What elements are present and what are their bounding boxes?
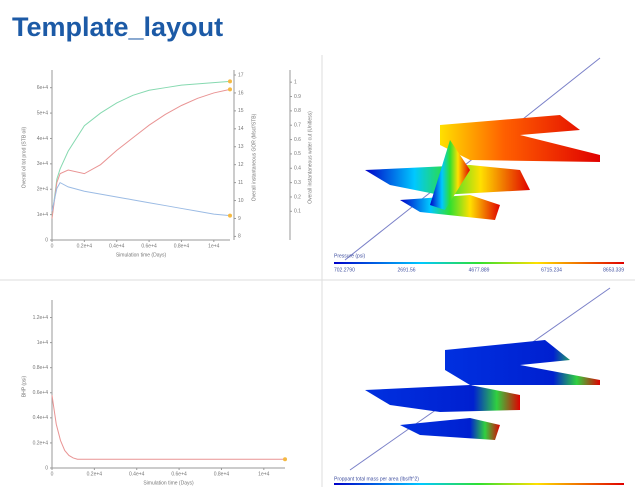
series-line xyxy=(51,88,231,219)
colorbar-label: 4677.889 xyxy=(469,267,490,273)
x-tick-label: 0.8e+4 xyxy=(214,471,230,477)
colorbar-label: 8653.339 xyxy=(603,267,624,273)
3d-view-bottom xyxy=(334,287,624,485)
series-line xyxy=(51,80,231,218)
colorbar-title: Pressure (psi) xyxy=(334,253,365,259)
y-tick-label: 0.6e+4 xyxy=(33,390,49,396)
y2-tick-label: 15 xyxy=(238,108,244,114)
end-marker xyxy=(228,79,232,84)
y-tick-label: 0 xyxy=(45,237,48,243)
y2-tick-label: 13 xyxy=(238,144,244,150)
y2-tick-label: 8 xyxy=(238,234,241,240)
y2-tick-label: 11 xyxy=(238,180,243,186)
x-tick-label: 0.6e+4 xyxy=(141,243,157,249)
colorbar-label: 2691.56 xyxy=(397,267,415,273)
x-tick-label: 0.2e+4 xyxy=(87,471,103,477)
y3-tick-label: 0.1 xyxy=(294,209,301,215)
series-line xyxy=(51,395,285,460)
x-tick-label: 0.6e+4 xyxy=(171,471,187,477)
x-tick-label: 0 xyxy=(51,243,54,249)
y-axis-title: Overall oil tot prod (STB oil) xyxy=(21,126,27,188)
3d-view-top xyxy=(334,57,624,264)
colorbar-label: 702.2790 xyxy=(334,267,355,273)
y-tick-label: 1.2e+4 xyxy=(33,315,49,321)
y-tick-label: 4e+4 xyxy=(37,136,48,142)
y2-tick-label: 17 xyxy=(238,72,244,78)
y-tick-label: 0 xyxy=(45,465,48,471)
y2-tick-label: 9 xyxy=(238,216,241,222)
y3-tick-label: 1 xyxy=(294,80,297,86)
x-tick-label: 0.8e+4 xyxy=(174,243,190,249)
y3-tick-label: 0.4 xyxy=(294,166,301,172)
end-marker xyxy=(228,213,232,218)
y2-tick-label: 12 xyxy=(238,162,244,168)
x-axis-title: Simulation time (Days) xyxy=(116,252,167,258)
y-tick-label: 0.2e+4 xyxy=(33,440,49,446)
end-marker xyxy=(228,87,232,92)
x-tick-label: 1e+4 xyxy=(258,471,269,477)
series-line xyxy=(51,181,231,217)
y-axis-title: BHP (psi) xyxy=(21,376,27,398)
y2-tick-label: 14 xyxy=(238,126,244,132)
y2-tick-label: 10 xyxy=(238,198,244,204)
x-axis-title: Simulation time (Days) xyxy=(143,480,194,486)
x-tick-label: 1e+4 xyxy=(208,243,219,249)
y3-tick-label: 0.2 xyxy=(294,194,301,200)
y-tick-label: 6e+4 xyxy=(37,85,48,91)
y3-axis-title: Overall instantaneous water cut (Unitles… xyxy=(307,111,313,204)
y2-axis-title: Overall instantaneous GOR (Mscf/STB) xyxy=(251,113,257,201)
y-tick-label: 1e+4 xyxy=(37,340,48,346)
y-tick-label: 0.4e+4 xyxy=(33,415,49,421)
y2-tick-label: 16 xyxy=(238,90,244,96)
y3-tick-label: 0.7 xyxy=(294,123,301,129)
slide-title: Template_layout xyxy=(12,12,224,42)
y-tick-label: 0.8e+4 xyxy=(33,365,49,371)
end-marker xyxy=(283,457,287,462)
y3-tick-label: 0.9 xyxy=(294,94,301,100)
colorbar-title: Proppant total mass per area (lbs/ft^2) xyxy=(334,476,419,482)
colorbar-label: 6715.234 xyxy=(541,267,562,273)
y3-tick-label: 0.5 xyxy=(294,151,301,157)
x-tick-label: 0.4e+4 xyxy=(129,471,145,477)
y-tick-label: 2e+4 xyxy=(37,187,48,193)
y3-tick-label: 0.8 xyxy=(294,108,301,114)
y-tick-label: 5e+4 xyxy=(37,110,48,116)
y-tick-label: 3e+4 xyxy=(37,161,48,167)
x-tick-label: 0 xyxy=(51,471,54,477)
x-tick-label: 0.2e+4 xyxy=(77,243,93,249)
x-tick-label: 0.4e+4 xyxy=(109,243,125,249)
y3-tick-label: 0.6 xyxy=(294,137,301,143)
y3-tick-label: 0.3 xyxy=(294,180,301,186)
y-tick-label: 1e+4 xyxy=(37,212,48,218)
